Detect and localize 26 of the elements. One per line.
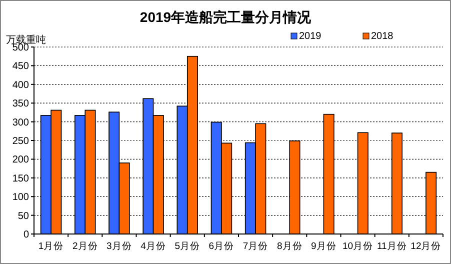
legend-label: 2018 bbox=[371, 31, 394, 42]
x-tick-label: 7月份 bbox=[242, 241, 268, 252]
y-tick-label: 0 bbox=[23, 230, 30, 240]
y-tick-label: 50 bbox=[18, 210, 30, 222]
y-tick-label: 400 bbox=[12, 80, 30, 91]
legend-label: 2019 bbox=[299, 31, 322, 42]
x-tick-label: 9月份 bbox=[311, 241, 336, 252]
x-tick-label: 1月份 bbox=[38, 241, 64, 252]
x-tick-label: 5月份 bbox=[174, 241, 200, 252]
x-tick-label: 6月份 bbox=[208, 241, 234, 252]
y-tick-label: 200 bbox=[12, 154, 30, 166]
y-tick-label: 450 bbox=[12, 61, 30, 72]
x-tick-label: 4月份 bbox=[140, 241, 166, 252]
y-tick-label: 100 bbox=[12, 192, 30, 204]
chart-title: 2019年造船完工量分月情况 bbox=[140, 9, 312, 25]
x-tick-label: 8月份 bbox=[276, 241, 302, 252]
x-tick-label: 10月份 bbox=[342, 241, 374, 252]
y-tick-label: 150 bbox=[12, 173, 30, 184]
y-tick-label: 250 bbox=[12, 136, 30, 147]
x-tick-label: 12月份 bbox=[410, 241, 442, 252]
x-tick-label: 11月份 bbox=[376, 241, 407, 252]
y-tick-label: 350 bbox=[12, 98, 30, 110]
x-tick-label: 3月份 bbox=[106, 241, 132, 252]
y-tick-label: 500 bbox=[12, 42, 30, 54]
y-tick-label: 300 bbox=[12, 117, 30, 128]
x-tick-label: 2月份 bbox=[72, 241, 98, 252]
